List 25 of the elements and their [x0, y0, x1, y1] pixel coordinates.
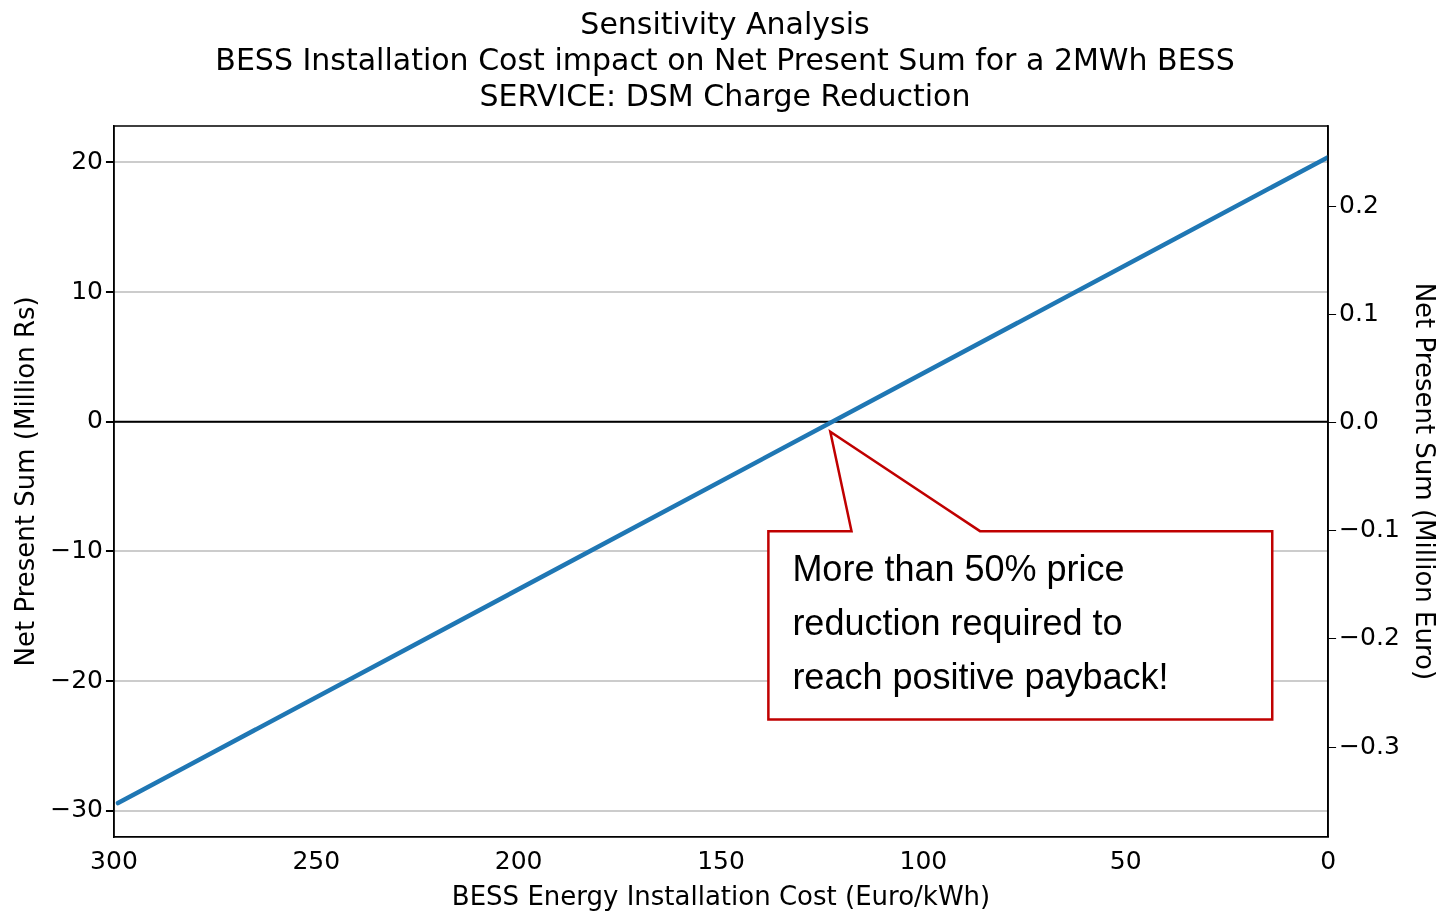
x-tick-label: 250 [292, 846, 341, 876]
y2-tick-label: 0.1 [1339, 297, 1379, 327]
x-tick-label: 0 [1320, 846, 1337, 876]
y2-tick-label: 0.0 [1339, 405, 1379, 435]
y-tick-label: −20 [50, 664, 103, 694]
x-tick-label: 200 [494, 846, 543, 876]
x-tick-label: 300 [90, 846, 138, 876]
annotation: More than 50% price reduction required to reach positive payback! [792, 548, 1169, 698]
x-tick-label: 100 [899, 846, 948, 876]
y2-tick-label: −0.2 [1339, 622, 1400, 652]
chart-subtitle: BESS Installation Cost impact on Net Present Sum for a 2MWh BESS SERVICE: DSM Charge Reduction [215, 41, 1235, 113]
x-axis-title: BESS Energy Installation Cost (Euro/kWh) [451, 881, 991, 912]
y2-tick-label: −0.1 [1339, 514, 1400, 544]
y-axis-title: Net Present Sum (Million Rs) [10, 296, 41, 667]
chart-title: Sensitivity Analysis [580, 5, 870, 41]
x-tick-label: 150 [697, 846, 745, 876]
y-tick-label: 0 [87, 405, 103, 435]
y2-tick-label: 0.2 [1339, 189, 1379, 219]
y-tick-label: 10 [71, 275, 103, 305]
y2-tick-label: −0.3 [1339, 730, 1400, 760]
x-tick-label: 50 [1109, 846, 1142, 876]
y-tick-label: 20 [71, 145, 103, 175]
y-tick-label: −30 [50, 794, 103, 824]
y2-axis-title: Net Present Sum (Million Euro) [1409, 282, 1440, 681]
y-tick-label: −10 [50, 534, 103, 564]
